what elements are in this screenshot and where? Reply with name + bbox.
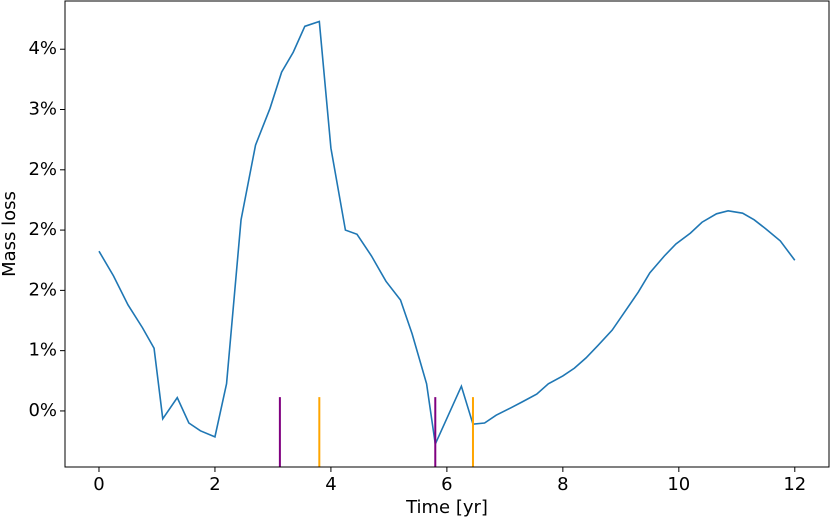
line <box>98 20 796 447</box>
y-tick-label: 1% <box>28 340 57 361</box>
x-tick-label: 6 <box>441 474 452 495</box>
y-tick-label: 4% <box>28 38 57 59</box>
x-tick-label: 4 <box>325 474 336 495</box>
y-tick-label: 2% <box>28 159 57 180</box>
x-axis-label: Time [yr] <box>405 497 488 518</box>
x-tick-label: 8 <box>557 474 568 495</box>
plot-frame <box>64 0 830 468</box>
y-tick-label: 3% <box>28 99 57 120</box>
x-tick-label: 12 <box>783 474 806 495</box>
y-axis-label: Mass loss <box>0 191 20 277</box>
y-tick-label: 2% <box>28 219 57 240</box>
y-tick-label: 0% <box>28 400 57 421</box>
x-tick-label: 10 <box>667 474 690 495</box>
x-tick-label: 2 <box>209 474 220 495</box>
y-tick-label: 2% <box>28 279 57 300</box>
x-tick-label: 0 <box>93 474 104 495</box>
